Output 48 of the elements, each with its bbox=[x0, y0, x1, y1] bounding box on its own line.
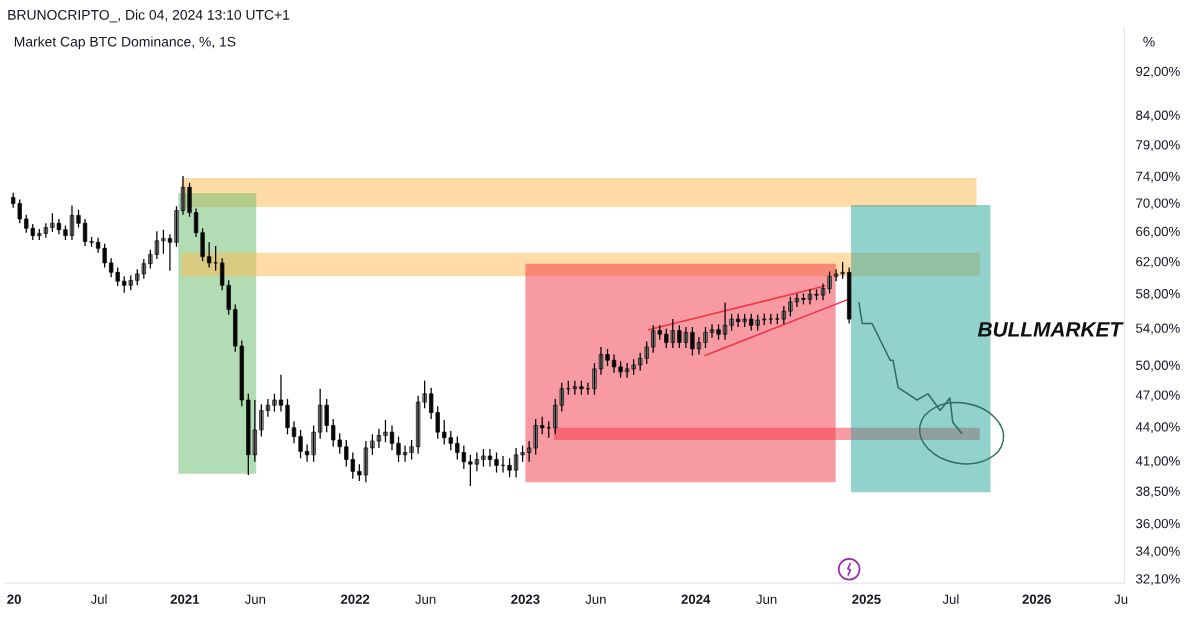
y-tick-label: 47,00% bbox=[1135, 390, 1180, 402]
candlestick bbox=[494, 451, 499, 474]
candlestick bbox=[507, 457, 512, 479]
y-tick-label: 41,00% bbox=[1135, 456, 1180, 468]
y-tick-label: 92,00% bbox=[1136, 66, 1180, 78]
x-tick-label: Ju bbox=[1114, 594, 1128, 604]
candlestick bbox=[847, 266, 852, 325]
x-tick-label: 2026 bbox=[1022, 594, 1051, 604]
x-tick-label: 2025 bbox=[852, 594, 881, 604]
candlestick bbox=[174, 205, 179, 248]
x-tick-label: Jul bbox=[942, 594, 959, 604]
x-tick-label: 2024 bbox=[681, 594, 711, 604]
y-tick-label: 62,00% bbox=[1136, 256, 1180, 268]
chart-subtitle: BRUNOCRIPTO_, Dic 04, 2024 13:10 UTC+1 bbox=[8, 9, 290, 23]
y-tick-label: 38,50% bbox=[1136, 486, 1180, 498]
x-tick-label: Jun bbox=[415, 594, 436, 604]
y-tick-label: 36,00% bbox=[1136, 518, 1180, 530]
x-tick-label: 2023 bbox=[511, 594, 540, 604]
text: Market Cap BTC Dominance, %, 1S bbox=[14, 36, 236, 50]
candlestick bbox=[703, 326, 708, 349]
candlestick bbox=[690, 326, 695, 357]
candlestick bbox=[298, 429, 303, 459]
candlestick bbox=[592, 362, 597, 396]
x-tick-label: Jul bbox=[90, 594, 107, 604]
y-tick-label: 66,00% bbox=[1136, 226, 1180, 238]
x-tick-label: 20 bbox=[7, 594, 21, 604]
y-tick-label: 54,00% bbox=[1136, 323, 1180, 335]
candlestick bbox=[187, 182, 192, 218]
x-tick-label: 2022 bbox=[340, 594, 370, 604]
candlestick bbox=[827, 270, 832, 295]
y-tick-label: 34,00% bbox=[1136, 546, 1180, 558]
x-tick-label: 2021 bbox=[170, 594, 200, 604]
y-tick-label: 50,00% bbox=[1136, 360, 1180, 372]
y-axis-title: % bbox=[1143, 36, 1155, 47]
candlestick bbox=[396, 435, 401, 463]
annotation: BULLMARKET bbox=[977, 322, 1124, 337]
x-tick-label: Jun bbox=[244, 594, 266, 604]
x-tick-label: Jun bbox=[585, 594, 606, 604]
candlestick bbox=[383, 419, 388, 443]
x-tick-label: Jun bbox=[756, 594, 777, 604]
y-tick-label: 44,00% bbox=[1135, 422, 1180, 434]
y-tick-label: 58,00% bbox=[1136, 289, 1180, 300]
candlestick bbox=[285, 398, 290, 435]
y-tick-label: 32,10% bbox=[1136, 574, 1180, 586]
y-tick-label: 74,00% bbox=[1136, 171, 1180, 183]
y-tick-label: 79,00% bbox=[1136, 140, 1180, 152]
y-tick-label: 70,00% bbox=[1136, 198, 1180, 210]
y-tick-label: 84,00% bbox=[1136, 110, 1180, 122]
